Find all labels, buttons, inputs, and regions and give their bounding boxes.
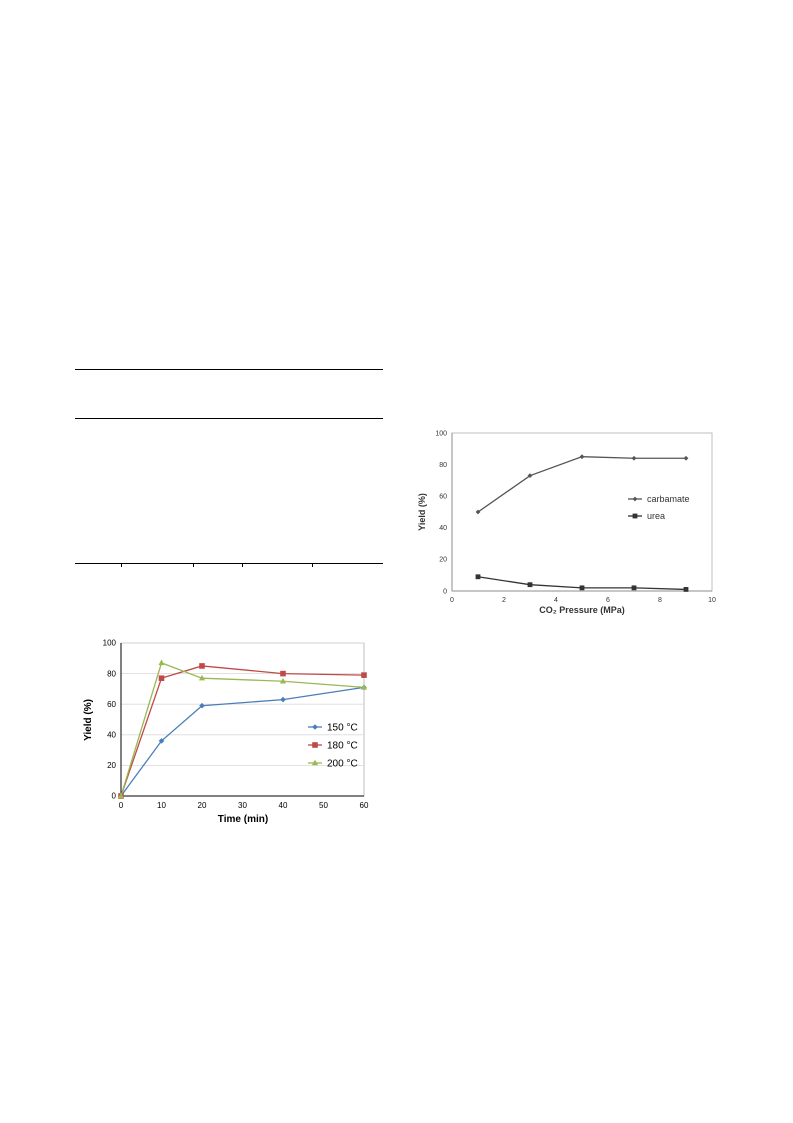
x-tick-label: 50	[319, 801, 328, 810]
data-point	[361, 672, 367, 678]
x-tick-label: 40	[279, 801, 288, 810]
x-tick-label: 20	[198, 801, 207, 810]
data-point	[158, 659, 165, 666]
x-tick-label: 4	[554, 597, 558, 604]
table-header-rule	[75, 418, 383, 419]
table-column-tick	[242, 563, 243, 567]
data-point	[280, 696, 286, 703]
table-column-tick	[312, 563, 313, 567]
data-point	[683, 455, 689, 461]
data-point	[158, 675, 165, 681]
legend-marker	[311, 759, 319, 766]
legend-marker	[632, 513, 638, 519]
legend-marker	[632, 496, 638, 502]
data-point	[579, 585, 585, 591]
table-column-tick	[121, 563, 122, 567]
x-tick-label: 60	[360, 801, 369, 810]
data-point	[117, 792, 125, 799]
data-point	[199, 702, 205, 709]
legend-label: urea	[647, 511, 665, 521]
y-tick-label: 20	[107, 761, 116, 770]
legend-marker	[312, 724, 318, 730]
x-tick-label: 10	[157, 801, 166, 810]
legend-label: 150 °C	[327, 722, 358, 733]
y-axis-label: Yield (%)	[83, 699, 94, 741]
legend-marker	[312, 742, 318, 748]
y-tick-label: 40	[107, 730, 116, 739]
y-axis-label: Yield (%)	[417, 493, 427, 531]
x-tick-label: 2	[502, 597, 506, 604]
y-tick-label: 80	[439, 462, 447, 469]
x-tick-label: 8	[658, 597, 662, 604]
data-point	[631, 455, 637, 461]
x-axis-label: CO₂ Pressure (MPa)	[539, 605, 625, 615]
data-point	[475, 574, 481, 580]
data-point	[475, 509, 481, 515]
table-top-rule	[75, 369, 383, 370]
x-tick-label: 0	[450, 597, 454, 604]
legend-label: 200 °C	[327, 758, 358, 769]
y-tick-label: 0	[112, 792, 117, 801]
data-point	[631, 585, 637, 591]
y-tick-label: 20	[439, 557, 447, 564]
y-tick-label: 80	[107, 669, 116, 678]
data-point	[279, 677, 287, 684]
x-tick-label: 10	[708, 597, 716, 604]
data-point	[360, 684, 368, 690]
y-tick-label: 0	[443, 588, 447, 595]
table-column-tick	[193, 563, 194, 567]
data-point	[158, 738, 165, 744]
y-tick-label: 100	[435, 430, 447, 437]
y-tick-label: 100	[103, 639, 117, 648]
x-axis-label: Time (min)	[218, 814, 268, 825]
x-tick-label: 30	[238, 801, 247, 810]
y-tick-label: 60	[439, 494, 447, 501]
x-tick-label: 0	[119, 801, 124, 810]
y-tick-label: 40	[439, 525, 447, 532]
data-point	[527, 473, 533, 479]
data-point	[527, 582, 533, 588]
data-point	[579, 454, 585, 460]
data-point	[198, 674, 206, 681]
data-point	[683, 587, 689, 592]
plot-frame	[120, 642, 365, 797]
data-point	[280, 670, 286, 677]
x-tick-label: 6	[606, 597, 610, 604]
legend-label: carbamate	[647, 494, 690, 504]
y-tick-label: 60	[107, 700, 116, 709]
data-point	[199, 663, 205, 669]
legend-label: 180 °C	[327, 740, 358, 751]
table-bottom-rule	[75, 563, 383, 564]
